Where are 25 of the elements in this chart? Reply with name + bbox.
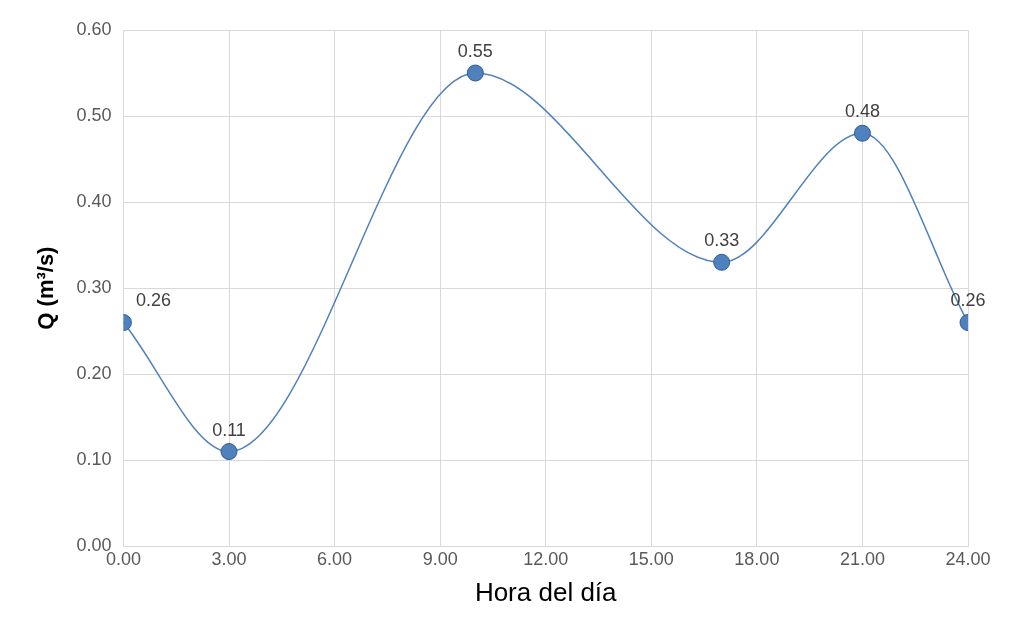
- x-tick-label: 24.00: [945, 548, 991, 569]
- x-tick-label: 6.00: [317, 548, 353, 569]
- y-tick-label: 0.30: [76, 277, 112, 298]
- x-tick-label: 21.00: [839, 548, 885, 569]
- x-tick-label: 12.00: [523, 548, 569, 569]
- point: [853, 124, 871, 142]
- x-tick-label: 15.00: [628, 548, 674, 569]
- point: [220, 443, 238, 461]
- data-label: 0.48: [844, 101, 880, 122]
- point: [466, 64, 484, 82]
- y-tick-label: 0.10: [76, 449, 112, 470]
- y-tick-label: 0.50: [76, 105, 112, 125]
- data-label: 0.11: [212, 419, 246, 440]
- point: [713, 253, 731, 271]
- x-tick-label: 9.00: [422, 548, 458, 569]
- x-tick-label: 18.00: [734, 548, 780, 569]
- y-tick-label: 0.60: [76, 18, 112, 39]
- y-tick-label: 0.20: [76, 363, 112, 384]
- data-label: 0.55: [457, 40, 493, 61]
- data-label: 0.26: [135, 290, 171, 311]
- data-label: 0.33: [704, 230, 740, 251]
- y-tick-label: 0.40: [76, 191, 112, 212]
- x-axis-title: Hora del día: [474, 576, 618, 607]
- x-tick-label: 3.00: [211, 548, 247, 569]
- y-axis-title: Q (m³/s): [33, 246, 59, 330]
